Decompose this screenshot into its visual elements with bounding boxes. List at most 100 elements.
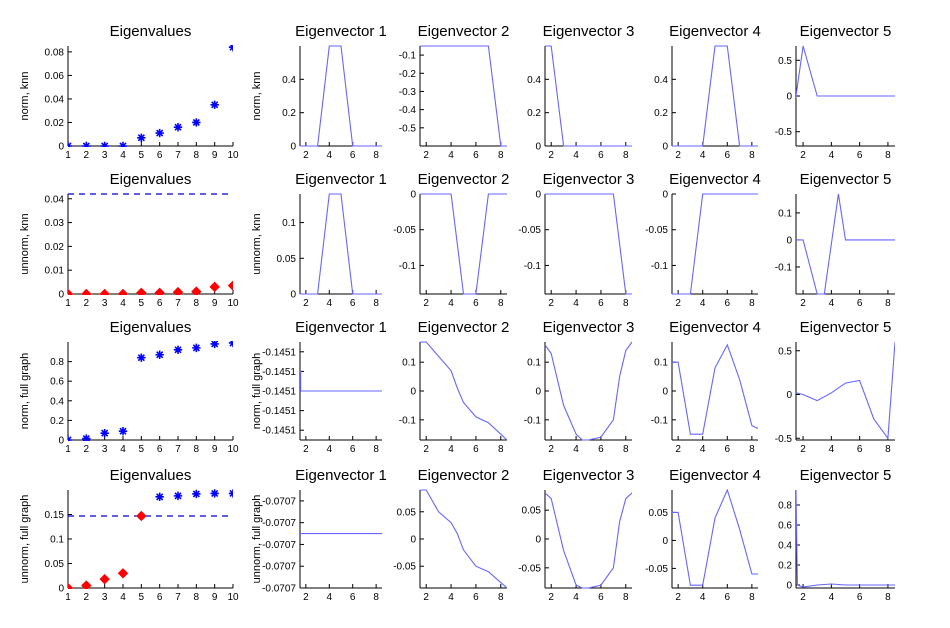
y-tick-label: -0.0707 <box>262 584 296 595</box>
y-tick-label: 0 <box>786 390 792 401</box>
y-tick-label: 0.1 <box>654 358 668 369</box>
eigenvalue-point <box>68 435 73 441</box>
y-tick-label: -0.1 <box>651 261 669 272</box>
eigenvector-panel: Eigenvector 1 unnorm, full graph 2 4 6 8 -0.07… <box>251 467 387 603</box>
x-tick-label: 2 <box>800 298 806 309</box>
x-tick-label: 2 <box>303 298 309 309</box>
x-tick-label: 6 <box>598 150 604 161</box>
y-tick-label: 0 <box>786 92 792 103</box>
y-tick-label: 0 <box>410 535 416 546</box>
x-tick-label: 10 <box>227 150 239 161</box>
panel-title: Eigenvector 1 <box>295 23 387 40</box>
x-tick-label: 2 <box>548 150 554 161</box>
x-tick-label: 6 <box>473 444 479 455</box>
eigenvalues-panel: Eigenvalues unnorm, knn 1 2 3 4 5 6 7 8 9 10 0 0.01 0.… <box>19 171 239 309</box>
y-tick-label: 0.5 <box>778 56 792 67</box>
plot-area <box>420 45 507 147</box>
y-tick-label: -0.1 <box>524 261 542 272</box>
x-tick-label: 2 <box>548 298 554 309</box>
x-tick-label: 4 <box>120 150 126 161</box>
y-tick-label: 0 <box>58 436 64 447</box>
x-tick-label: 2 <box>303 150 309 161</box>
x-tick-label: 2 <box>423 150 429 161</box>
eigenvalues-panel: Eigenvalues unnorm, full graph 1 2 3 4 5 6 7 8 9 10… <box>19 467 239 603</box>
y-tick-label: 0 <box>662 142 668 153</box>
x-tick-label: 4 <box>448 298 454 309</box>
eigenvalue-point <box>155 350 164 359</box>
x-tick-label: 2 <box>84 444 90 455</box>
eigenvalue-point <box>137 133 146 142</box>
eigenvector-line <box>672 45 758 147</box>
eigenvector-panel: Eigenvector 2 2 4 6 8 0.1 0 -0.1 <box>399 319 510 455</box>
x-tick-label: 4 <box>573 444 579 455</box>
y-tick-label: -0.5 <box>775 127 793 138</box>
eigenvalue-point <box>173 345 183 355</box>
eigenvalue-point <box>100 141 109 147</box>
x-tick-label: 4 <box>573 298 579 309</box>
eigenvalue-point <box>173 122 183 132</box>
eigenvector-line <box>796 489 895 588</box>
x-tick-label: 2 <box>423 592 429 603</box>
x-tick-label: 5 <box>139 298 145 309</box>
y-tick-label: -0.1 <box>524 415 542 426</box>
eigenvalue-point <box>117 568 129 579</box>
panel-title: Eigenvector 2 <box>418 467 510 484</box>
x-tick-label: 8 <box>885 444 891 455</box>
eigenvalue-point <box>100 428 109 438</box>
panel-title: Eigenvector 5 <box>800 23 892 40</box>
x-tick-label: 7 <box>175 444 181 455</box>
x-tick-label: 2 <box>423 444 429 455</box>
y-axis-label: norm, knn <box>19 72 31 121</box>
panel-title: Eigenvector 4 <box>669 319 761 336</box>
y-tick-label: 0 <box>535 387 541 398</box>
eigenvalue-point <box>228 45 233 52</box>
plot-area <box>545 193 632 295</box>
panel-title: Eigenvector 4 <box>669 23 761 40</box>
x-tick-label: 6 <box>473 592 479 603</box>
y-tick-label: -0.1451 <box>262 406 296 417</box>
y-tick-label: 0 <box>410 387 416 398</box>
eigenvalue-point <box>81 580 92 589</box>
y-tick-label: 0.05 <box>397 507 417 518</box>
x-tick-label: 8 <box>623 298 629 309</box>
y-tick-label: -0.1 <box>651 415 669 426</box>
eigenvalue-point <box>118 426 128 436</box>
x-tick-label: 7 <box>175 150 181 161</box>
eigenvector-line <box>300 193 382 295</box>
y-tick-label: 0.8 <box>50 357 64 368</box>
x-tick-label: 6 <box>157 444 163 455</box>
x-tick-label: 6 <box>857 298 863 309</box>
x-tick-label: 6 <box>157 150 163 161</box>
x-tick-label: 9 <box>212 150 218 161</box>
y-tick-label: 0.05 <box>45 559 65 570</box>
eigenvector-panel: Eigenvector 5 2 4 6 8 0.5 0 -0.5 <box>775 319 895 455</box>
eigenvector-panel: Eigenvector 3 2 4 6 8 0.05 0 -0.05 <box>518 467 634 603</box>
y-axis-label: norm, full graph <box>251 353 263 429</box>
y-tick-label: 0 <box>662 190 668 201</box>
x-tick-label: 3 <box>102 444 108 455</box>
y-tick-label: 0.05 <box>649 508 669 519</box>
x-tick-label: 4 <box>700 298 706 309</box>
y-tick-label: 0 <box>290 290 296 301</box>
x-tick-label: 1 <box>65 444 71 455</box>
panel-title: Eigenvector 2 <box>418 171 510 188</box>
y-tick-label: 0.6 <box>778 521 792 532</box>
plot-area <box>672 343 758 435</box>
eigenvalue-point <box>68 141 73 147</box>
panel-title: Eigenvector 4 <box>669 171 761 188</box>
y-tick-label: 0 <box>662 536 668 547</box>
x-tick-label: 6 <box>157 298 163 309</box>
y-tick-label: -0.05 <box>645 225 668 236</box>
x-tick-label: 4 <box>327 444 333 455</box>
panel-title: Eigenvector 1 <box>295 467 387 484</box>
y-tick-label: 0.4 <box>654 75 668 86</box>
plot-area <box>420 489 507 589</box>
x-tick-label: 2 <box>675 444 681 455</box>
y-tick-label: -0.1 <box>399 261 417 272</box>
eigenvalue-point <box>227 280 233 291</box>
eigenvector-panel: Eigenvector 4 2 4 6 8 0 0.2 0.4 <box>654 23 761 161</box>
x-tick-label: 8 <box>885 298 891 309</box>
y-tick-label: 0.02 <box>45 242 65 253</box>
eigenvalue-point <box>68 582 74 589</box>
x-tick-label: 4 <box>829 444 835 455</box>
